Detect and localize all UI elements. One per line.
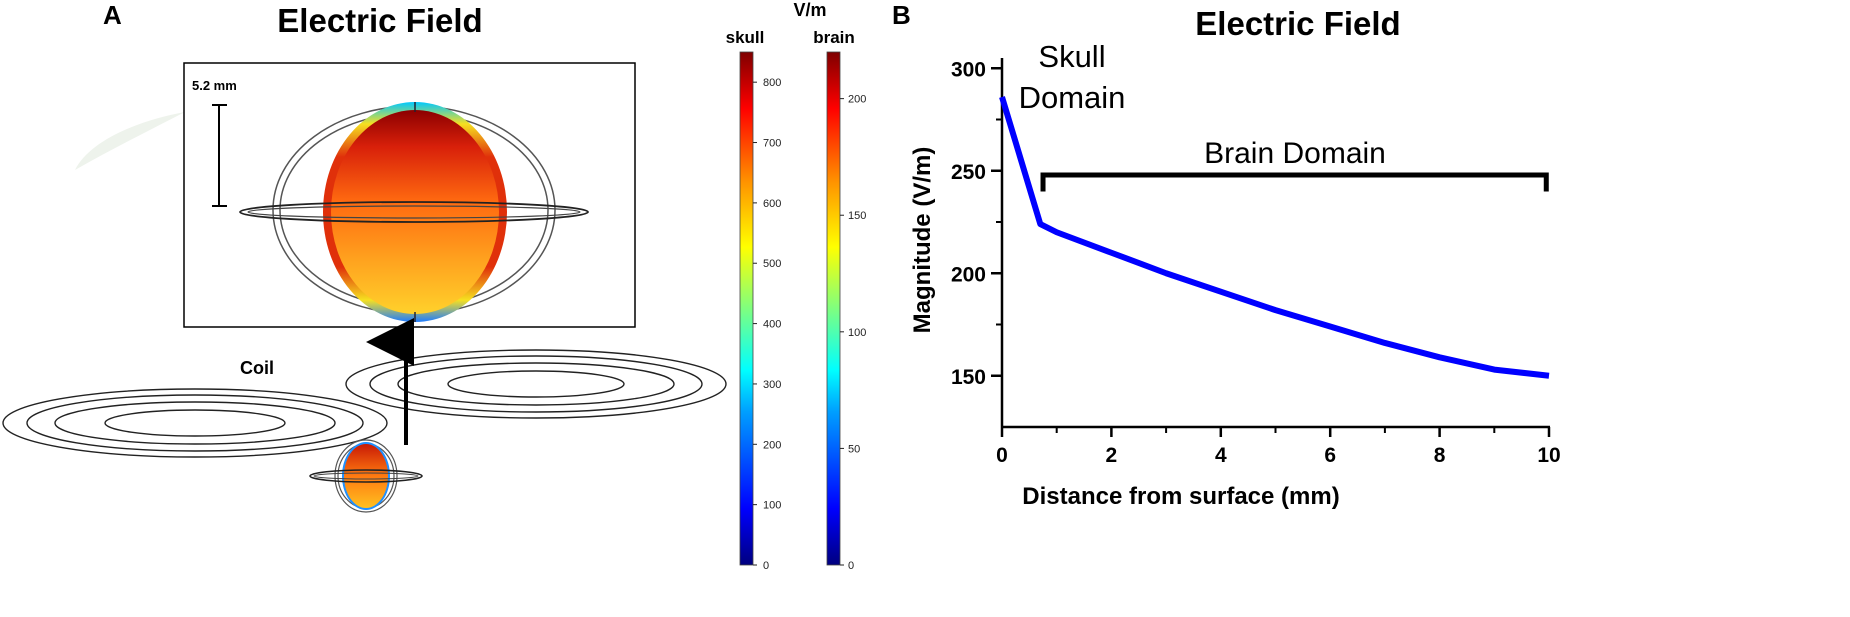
y-axis-ticks: 150 200 250 300 xyxy=(951,58,1002,389)
background-smear xyxy=(75,112,185,170)
skull-colorbar-tick-label: 0 xyxy=(763,560,769,572)
panel-a-label: A xyxy=(103,0,122,30)
x-tick-label: 0 xyxy=(996,444,1008,467)
y-tick-label: 200 xyxy=(951,263,986,286)
ellipsoid-model-small xyxy=(309,439,423,513)
chart-title: Electric Field xyxy=(1195,5,1400,42)
x-tick-label: 10 xyxy=(1537,444,1560,467)
skull-colorbar-ticks: 800 700 600 500 400 300 200 100 0 xyxy=(753,77,781,572)
skull-colorbar-title: skull xyxy=(726,28,765,47)
skull-colorbar-tick-label: 600 xyxy=(763,198,781,210)
x-axis-ticks: 0 2 4 6 8 10 xyxy=(996,427,1561,467)
skull-colorbar-tick-label: 300 xyxy=(763,379,781,391)
skull-colorbar xyxy=(739,51,754,566)
brain-domain-annotation: Brain Domain xyxy=(1204,137,1386,170)
x-tick-label: 4 xyxy=(1215,444,1227,467)
scale-bar xyxy=(212,104,227,207)
brain-colorbar-tick-label: 150 xyxy=(848,210,866,222)
colorbar-unit: V/m xyxy=(793,0,826,20)
panel-a-title: Electric Field xyxy=(277,2,482,39)
brain-colorbar-title: brain xyxy=(813,28,855,47)
brain-colorbar xyxy=(826,51,841,566)
skull-colorbar-tick-label: 400 xyxy=(763,319,781,331)
coil-label: Coil xyxy=(240,358,274,378)
series-layer xyxy=(999,96,1550,379)
coil-right xyxy=(345,349,727,419)
bracket-line xyxy=(1040,172,1549,192)
y-axis-label: Magnitude (V/m) xyxy=(909,147,936,334)
brain-colorbar-tick-label: 50 xyxy=(848,443,860,455)
scale-bar-label: 5.2 mm xyxy=(192,78,237,93)
skull-colorbar-tick-label: 800 xyxy=(763,77,781,89)
skull-colorbar-tick-label: 700 xyxy=(763,138,781,150)
skull-domain-annotation-line2: Domain xyxy=(1019,80,1126,115)
brain-colorbar-ticks: 200 150 100 50 0 xyxy=(840,94,866,572)
ellipsoid-model-large xyxy=(239,102,589,322)
brain-colorbar-tick-label: 200 xyxy=(848,94,866,106)
skull-colorbar-tick-label: 500 xyxy=(763,258,781,270)
brain-domain-bracket xyxy=(1040,172,1549,192)
skull-colorbar-tick-label: 100 xyxy=(763,500,781,512)
skull-colorbar-tick-label: 200 xyxy=(763,439,781,451)
y-tick-label: 250 xyxy=(951,161,986,184)
x-tick-label: 2 xyxy=(1106,444,1118,467)
skull-domain-annotation-line1: Skull xyxy=(1038,39,1105,74)
brain-colorbar-tick-label: 0 xyxy=(848,560,854,572)
brain-colorbar-tick-label: 100 xyxy=(848,327,866,339)
x-axis-label: Distance from surface (mm) xyxy=(1022,483,1339,510)
y-tick-label: 300 xyxy=(951,58,986,81)
series-line xyxy=(999,96,1550,379)
x-tick-label: 6 xyxy=(1324,444,1336,467)
coil-left xyxy=(2,388,388,458)
x-tick-label: 8 xyxy=(1434,444,1446,467)
y-tick-label: 150 xyxy=(951,366,986,389)
panel-b-label: B xyxy=(892,0,911,30)
